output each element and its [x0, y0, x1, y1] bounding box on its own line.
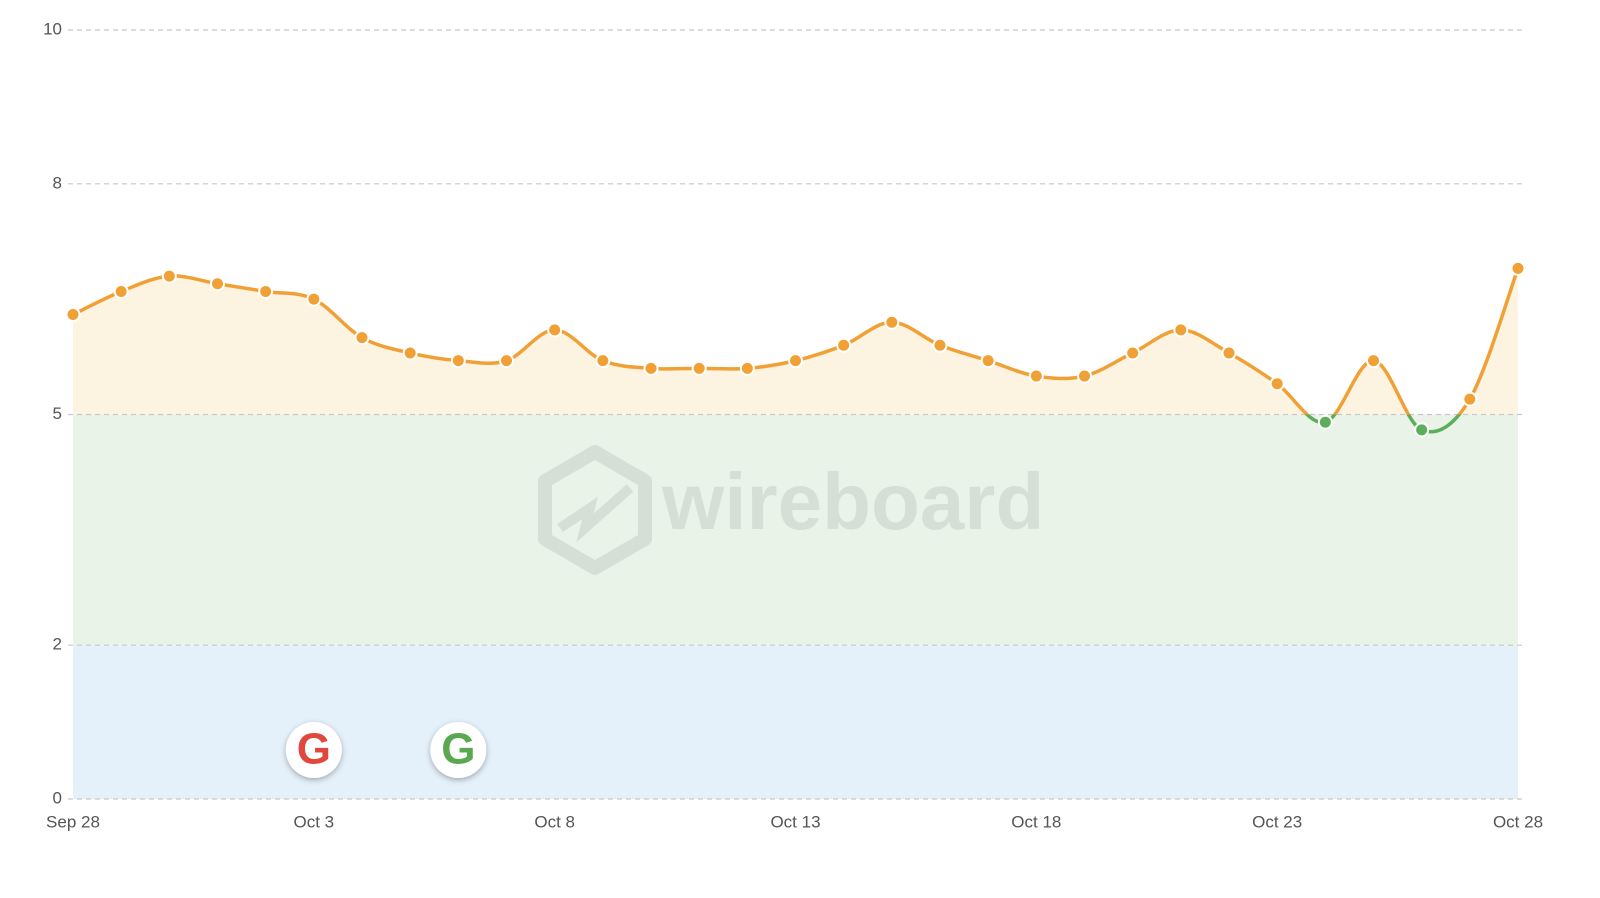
point [932, 337, 948, 353]
watermark-text: wireboard [661, 457, 1044, 546]
event-marker: G [430, 722, 487, 778]
point [595, 353, 611, 369]
point [258, 283, 274, 299]
y-tick-label: 10 [43, 19, 62, 38]
point [1269, 376, 1285, 392]
y-tick-label: 2 [53, 635, 62, 654]
point [113, 283, 129, 299]
event-label: G [297, 725, 331, 774]
x-tick-label: Oct 28 [1493, 812, 1543, 831]
point [1366, 353, 1381, 369]
point [450, 353, 466, 369]
point [1077, 368, 1092, 384]
event-label: G [441, 725, 475, 774]
x-tick-label: Oct 18 [1011, 812, 1061, 831]
band [73, 414, 1518, 646]
x-tick-label: Oct 23 [1252, 812, 1302, 831]
point [1125, 345, 1141, 361]
point [402, 345, 418, 361]
point [739, 360, 755, 376]
event-circle [430, 722, 487, 778]
point [210, 276, 225, 292]
point [354, 330, 370, 346]
y-tick-label: 8 [53, 173, 62, 192]
event-circle [285, 722, 342, 778]
point [161, 268, 177, 284]
event-marker: G [285, 722, 342, 778]
point [1462, 391, 1478, 407]
point [643, 360, 659, 376]
point [1414, 422, 1430, 438]
area [73, 268, 1518, 415]
x-tick-label: Sep 28 [46, 812, 100, 831]
point [547, 322, 563, 338]
point [1221, 345, 1237, 361]
band [73, 645, 1518, 799]
watermark-logo [538, 445, 652, 575]
x-tick-label: Oct 8 [534, 812, 575, 831]
point [1028, 368, 1044, 384]
point [884, 314, 900, 330]
point [65, 307, 81, 323]
point [1510, 260, 1526, 276]
y-tick-label: 5 [53, 404, 62, 423]
point [1317, 414, 1333, 430]
x-tick-label: Oct 3 [294, 812, 335, 831]
point [1173, 322, 1189, 338]
line [1304, 414, 1462, 434]
x-tick-label: Oct 13 [770, 812, 820, 831]
point [499, 353, 514, 369]
point [788, 353, 803, 369]
point [691, 360, 707, 376]
point [306, 291, 322, 307]
y-tick-label: 0 [53, 788, 62, 807]
point [980, 353, 996, 369]
point [836, 337, 852, 353]
watermark-check [557, 484, 634, 543]
watermark: wireboard [538, 445, 1044, 575]
